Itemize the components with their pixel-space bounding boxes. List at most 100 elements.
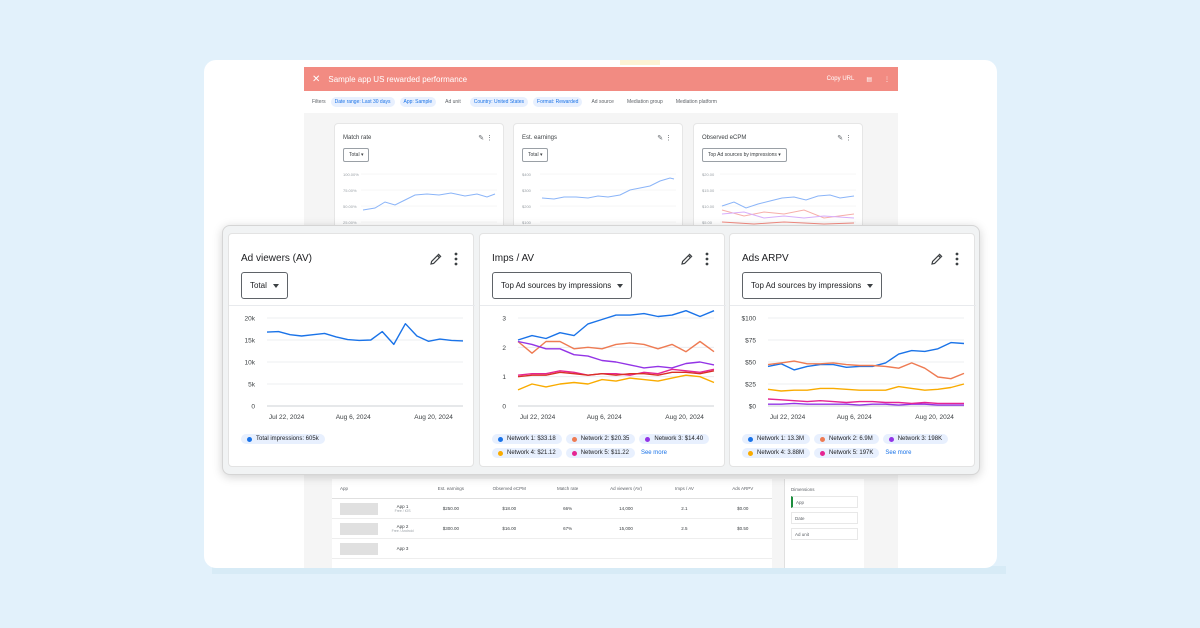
small-card-line (541, 177, 675, 200)
dimensions-panel: Dimensions App Date Ad unit (784, 479, 864, 568)
edit-pencil-icon[interactable] (930, 252, 944, 266)
more-vert-icon[interactable] (451, 251, 461, 267)
filter-chip[interactable]: Mediation group (626, 99, 663, 105)
app-name: App 1 (396, 504, 409, 509)
filter-chip[interactable]: App: Sample (399, 97, 437, 107)
background-report: ✕ Sample app US rewarded performance Cop… (304, 67, 898, 568)
see-more-link[interactable]: See more (885, 450, 912, 456)
small-card-dropdown[interactable]: Total ▾ (522, 148, 549, 162)
dimension-item[interactable]: Ad unit (791, 528, 858, 540)
small-card-ytick: 25.00% (343, 220, 357, 225)
column-header[interactable]: Imps / AV (674, 486, 694, 491)
series-line-network-5-197k (767, 398, 964, 405)
y-tick-label: 2 (502, 345, 506, 352)
column-header[interactable]: Match rate (557, 486, 579, 491)
filter-chip[interactable]: Date range: Last 30 days (330, 97, 395, 107)
y-tick-label: $75 (745, 338, 756, 345)
copy-url-button[interactable]: Copy URL (826, 76, 855, 82)
close-icon[interactable]: ✕ (312, 73, 321, 85)
filter-chip[interactable]: Mediation platform (675, 99, 717, 105)
legend-chip[interactable]: Network 5: 197K (814, 448, 880, 458)
legend-dot (888, 436, 894, 442)
legend-chip[interactable]: Network 5: $11.22 (565, 448, 635, 458)
legend-chip[interactable]: Network 4: 3.88M (742, 448, 811, 458)
dimension-item[interactable]: Date (791, 512, 858, 524)
edit-pencil-icon[interactable] (429, 252, 443, 266)
edit-more-icons[interactable]: ✎ ⋮ (837, 135, 852, 142)
small-card-ytick: $5.00 (702, 220, 713, 225)
app-name-block: App 1 Free / iOS (383, 504, 421, 513)
line-chart: 20k 15k 10k 5k 0 Jul 22, 2024 Aug 6, 2024 Aug 2… (245, 316, 464, 421)
legend-chip[interactable]: Total impressions: 605k (241, 434, 325, 444)
series-dropdown[interactable]: Top Ad sources by impressions (492, 272, 633, 299)
app-name-block: App 3 (383, 546, 421, 551)
column-header[interactable]: Est. earnings (437, 486, 465, 491)
edit-more-icons[interactable]: ✎ ⋮ (657, 135, 672, 142)
card-title: Ads ARPV (742, 253, 789, 264)
dimensions-title: Dimensions (791, 487, 815, 492)
small-card-title: Observed eCPM (702, 135, 747, 141)
filter-chip[interactable]: Ad unit (445, 99, 461, 105)
series-line-network-4-21-12 (517, 374, 715, 391)
legend-chip[interactable]: Network 2: $20.35 (565, 434, 636, 444)
filter-chip[interactable]: Ad source (591, 99, 614, 105)
canvas-shadow (212, 566, 1006, 574)
series-line-network-2-6-9m (767, 360, 965, 380)
series-dropdown[interactable]: Top Ad sources by impressions (742, 272, 883, 299)
more-vert-icon[interactable] (702, 251, 712, 267)
small-card-line (721, 211, 855, 219)
small-card-dropdown[interactable]: Total ▾ (343, 148, 370, 162)
series-dropdown[interactable]: Total (241, 272, 288, 299)
chart-icon[interactable]: ▤ (866, 76, 872, 83)
series-line-network-5-11-22 (517, 368, 715, 376)
legend-label: Network 2: $20.35 (580, 436, 630, 442)
legend-chip[interactable]: Network 4: $21.12 (492, 448, 562, 458)
background-canvas: ✕ Sample app US rewarded performance Cop… (204, 60, 997, 568)
series-line-network-6 (517, 370, 715, 378)
filter-chip[interactable]: Country: United States (469, 97, 529, 107)
y-tick-label: 5k (248, 382, 256, 389)
legend-chip[interactable]: Network 1: $33.18 (492, 434, 562, 444)
y-tick-label: $100 (742, 316, 757, 323)
y-tick-label: 0 (502, 404, 506, 411)
filter-chip[interactable]: Format: Rewarded (533, 97, 583, 107)
column-header[interactable]: Ads ARPV (732, 486, 754, 491)
y-tick-label: $0 (749, 404, 757, 411)
legend-chip[interactable]: Network 3: $14.40 (639, 434, 710, 444)
table-cell: 14,000 (619, 506, 633, 511)
legend-chip[interactable]: Network 3: 198K (882, 434, 949, 444)
table-row[interactable]: App 3 (332, 539, 772, 559)
column-header[interactable]: Ad viewers (AV) (610, 486, 643, 491)
legend-chip[interactable]: Network 2: 6.9M (814, 434, 879, 444)
table-row[interactable]: App 2 Free / Android $300.00 $16.00 67% 15,00… (332, 519, 772, 539)
table-cell: $0.50 (737, 526, 749, 531)
table-header: App Est. earnings Observed eCPM Match rate A… (332, 479, 772, 499)
table-cell: $250.00 (442, 506, 460, 511)
small-card-dropdown-label: Top Ad sources by impressions (708, 152, 777, 158)
small-card-est-earnings: Est. earnings ✎ ⋮ Total ▾ $400 $300 $200 $100 (513, 123, 683, 233)
legend-dot (820, 436, 826, 442)
x-tick-label: Jul 22, 2024 (269, 414, 305, 421)
table-row[interactable]: App 1 Free / iOS $250.00 $18.00 66% 14,000 2.1… (332, 499, 772, 519)
app-name: App 3 (396, 546, 409, 551)
column-header[interactable]: App (340, 486, 349, 491)
small-card-ytick: $400 (522, 172, 532, 177)
edit-more-icons[interactable]: ✎ ⋮ (478, 135, 493, 142)
small-card-dropdown[interactable]: Top Ad sources by impressions ▾ (702, 148, 787, 162)
dropdown-label: Total (250, 281, 267, 290)
table-cell: 67% (563, 526, 573, 531)
legend-chip[interactable]: Network 1: 13.3M (742, 434, 811, 444)
small-card-ytick: 50.00% (343, 204, 357, 209)
app-cell: App 3 (332, 542, 422, 555)
edit-pencil-icon[interactable] (680, 252, 694, 266)
column-header[interactable]: Observed eCPM (492, 486, 526, 491)
see-more-link[interactable]: See more (640, 450, 667, 456)
small-card-title: Est. earnings (522, 135, 558, 141)
caret-down-icon (867, 283, 874, 288)
more-vert-icon[interactable]: ⋮ (884, 76, 890, 83)
dimension-item[interactable]: App (791, 496, 858, 508)
legend-dot (571, 450, 577, 456)
more-vert-icon[interactable] (952, 251, 962, 267)
x-tick-label: Jul 22, 2024 (520, 414, 556, 421)
table-cell: 2.1 (681, 506, 688, 511)
